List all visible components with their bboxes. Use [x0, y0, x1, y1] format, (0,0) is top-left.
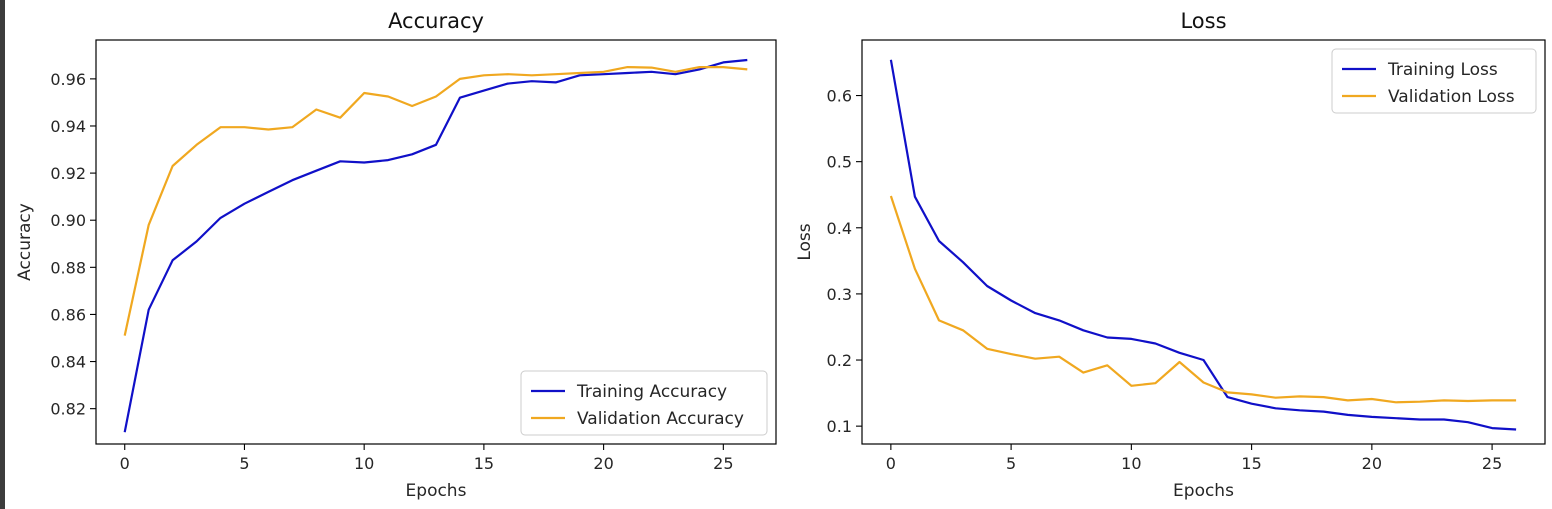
accuracy-legend-entry: Validation Accuracy [577, 409, 744, 429]
accuracy-series-line-training [123, 58, 748, 433]
accuracy-y-tick-label: 0.86 [50, 305, 86, 324]
loss-legend: Training Loss Validation Loss [1331, 48, 1537, 114]
loss-x-axis-label: Epochs [1173, 481, 1234, 501]
loss-x-tick-label: 20 [1362, 454, 1382, 473]
accuracy-chart-title: Accuracy [388, 9, 484, 33]
loss-legend-entry: Training Loss [1387, 60, 1498, 80]
accuracy-series-line-validation [123, 65, 748, 336]
window-edge-strip [0, 0, 5, 509]
loss-x-tick-label: 10 [1121, 454, 1141, 473]
accuracy-chart: Accuracy 0 5 10 15 20 25 0.82 0.84 0.86 0.88 0.90 0.… [15, 9, 777, 501]
accuracy-y-axis-label: Accuracy [15, 203, 35, 281]
loss-x-tick-label: 0 [886, 454, 896, 473]
accuracy-x-tick-label: 20 [593, 454, 613, 473]
loss-chart-title: Loss [1180, 9, 1226, 33]
accuracy-x-tick-label: 0 [120, 454, 130, 473]
accuracy-plot-frame [95, 39, 777, 445]
loss-legend-entry: Validation Loss [1388, 87, 1515, 107]
accuracy-legend-box [520, 370, 768, 436]
accuracy-y-tick-label: 0.84 [50, 353, 86, 372]
accuracy-y-tick-label: 0.94 [50, 117, 86, 136]
loss-y-tick-label: 0.5 [827, 153, 852, 172]
loss-y-tick-label: 0.3 [827, 285, 852, 304]
loss-y-tick-label: 0.4 [827, 219, 852, 238]
accuracy-legend-entry: Training Accuracy [576, 382, 727, 402]
accuracy-y-tick-label: 0.88 [50, 258, 86, 277]
loss-x-tick-label: 25 [1482, 454, 1502, 473]
accuracy-y-tick-label: 0.92 [50, 164, 86, 183]
accuracy-x-tick-label: 5 [239, 454, 249, 473]
loss-legend-box [1331, 48, 1537, 114]
loss-y-tick-label: 0.1 [827, 417, 852, 436]
loss-series-line-training [889, 59, 1517, 431]
accuracy-legend: Training Accuracy Validation Accuracy [520, 370, 768, 436]
accuracy-y-tick-label: 0.90 [50, 211, 86, 230]
accuracy-x-tick-label: 15 [474, 454, 494, 473]
accuracy-y-tick-label: 0.96 [50, 70, 86, 89]
loss-plot-frame [861, 39, 1546, 445]
accuracy-y-tick-label: 0.82 [50, 400, 86, 419]
loss-y-tick-label: 0.2 [827, 351, 852, 370]
loss-x-tick-label: 15 [1241, 454, 1261, 473]
loss-y-axis-label: Loss [795, 223, 815, 260]
loss-y-tick-label: 0.6 [827, 87, 852, 106]
accuracy-x-tick-label: 25 [713, 454, 733, 473]
loss-chart: Loss 0 5 10 15 20 25 0.1 0.2 0.3 0.4 0.5 0.6 Epochs Lo… [795, 9, 1546, 501]
accuracy-x-tick-label: 10 [354, 454, 374, 473]
accuracy-x-axis-label: Epochs [406, 481, 467, 501]
loss-series-line-validation [889, 195, 1517, 404]
loss-x-tick-label: 5 [1006, 454, 1016, 473]
